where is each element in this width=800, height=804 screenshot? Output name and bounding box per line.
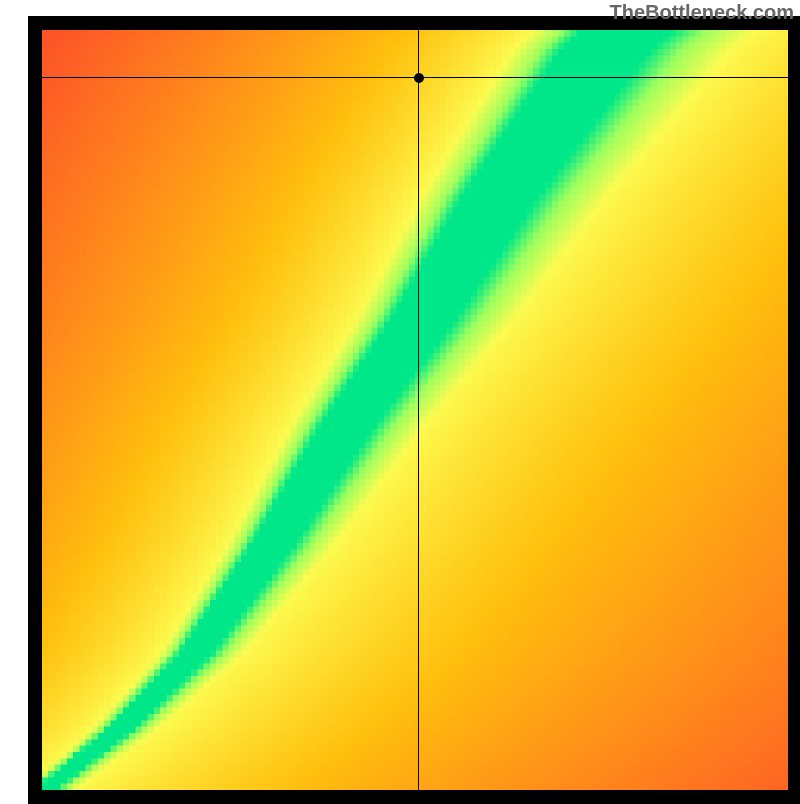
heatmap-canvas [42,30,788,790]
crosshair-marker [414,73,424,83]
watermark-text: TheBottleneck.com [610,2,794,25]
crosshair-vertical [418,30,419,790]
plot-border-right [788,16,800,804]
chart-container: TheBottleneck.com [0,0,800,800]
plot-border-left [28,16,42,804]
plot-border-bottom [28,790,800,804]
